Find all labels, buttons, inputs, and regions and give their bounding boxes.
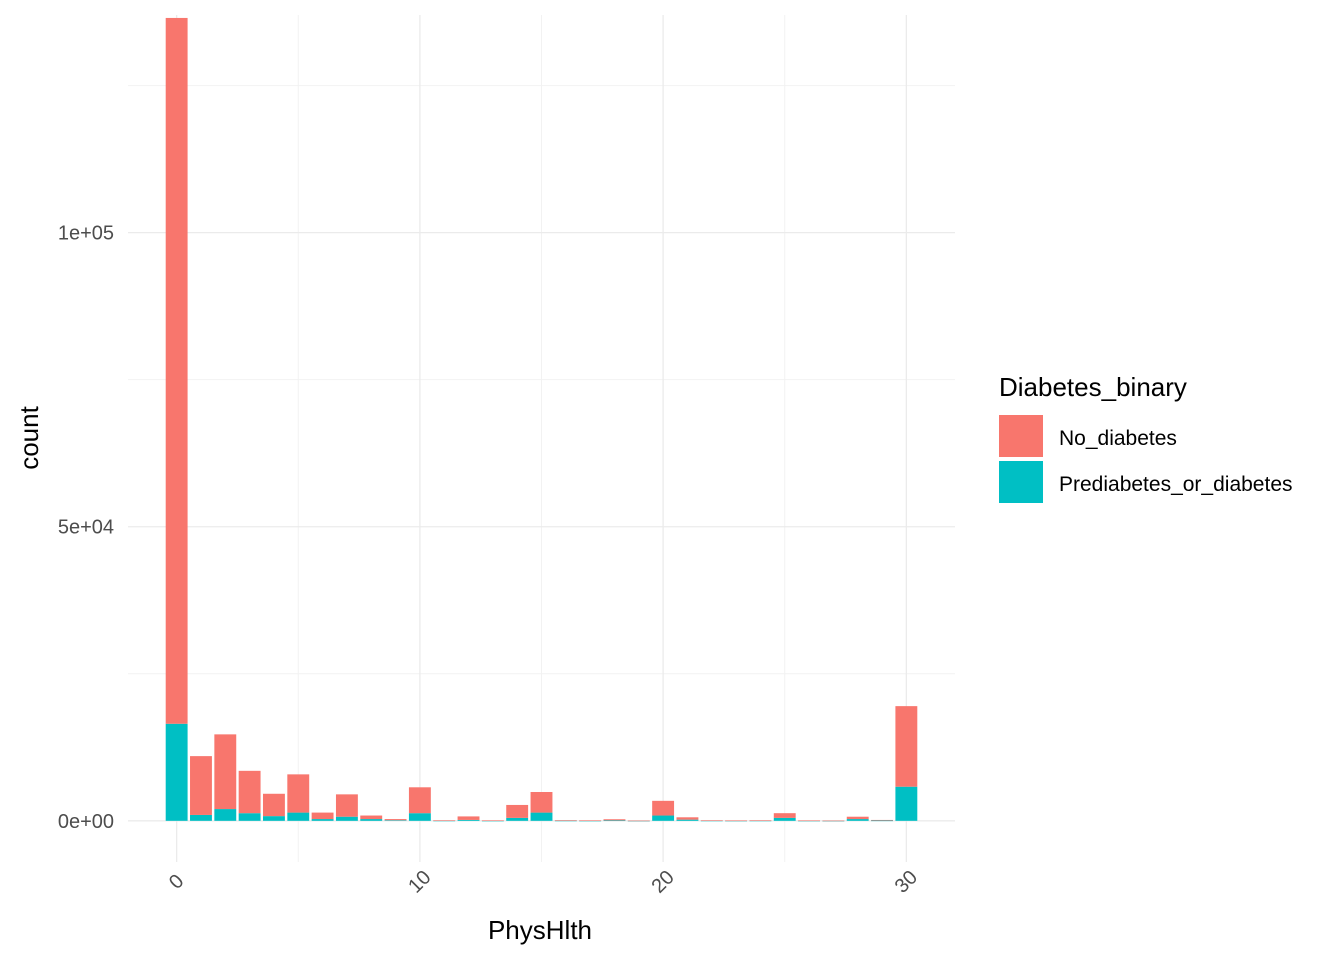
bar-prediabetes-or-diabetes-20	[652, 815, 675, 821]
y-tick-labels: 0e+00 5e+04 1e+05	[58, 223, 114, 833]
bar-prediabetes-or-diabetes-10	[408, 813, 431, 821]
bar-prediabetes-or-diabetes-3	[238, 813, 261, 821]
y-tick-label: 0e+00	[58, 811, 114, 833]
x-tick-label: 20	[647, 866, 678, 897]
bar-no-diabetes-4	[262, 793, 285, 817]
x-tick-label: 10	[404, 866, 435, 897]
legend-swatch-prediabetes-or-diabetes	[999, 461, 1043, 503]
legend-label-no-diabetes: No_diabetes	[1059, 427, 1177, 450]
bar-no-diabetes-16	[554, 820, 577, 821]
bar-prediabetes-or-diabetes-29	[871, 820, 893, 822]
bar-no-diabetes-21	[676, 817, 699, 820]
x-tick-label: 30	[891, 866, 922, 897]
bar-prediabetes-or-diabetes-21	[676, 819, 699, 821]
bar-no-diabetes-10	[408, 787, 431, 814]
legend-label-prediabetes-or-diabetes: Prediabetes_or_diabetes	[1059, 473, 1293, 496]
bar-no-diabetes-15	[530, 792, 553, 813]
y-tick-label: 5e+04	[58, 517, 114, 539]
bar-no-diabetes-24	[749, 820, 772, 821]
bar-prediabetes-or-diabetes-15	[530, 812, 553, 821]
bar-prediabetes-or-diabetes-6	[311, 819, 334, 821]
bar-prediabetes-or-diabetes-4	[262, 816, 285, 821]
bar-no-diabetes-6	[311, 812, 334, 820]
bar-prediabetes-or-diabetes-18	[603, 820, 626, 822]
bar-no-diabetes-19	[627, 820, 650, 822]
bar-no-diabetes-18	[603, 819, 626, 821]
bar-prediabetes-or-diabetes-5	[287, 812, 310, 821]
bar-no-diabetes-30	[895, 706, 918, 787]
grid-minor	[128, 15, 955, 862]
bar-prediabetes-or-diabetes-16	[554, 820, 577, 822]
bar-prediabetes-or-diabetes-14	[506, 817, 529, 821]
bar-no-diabetes-13	[481, 820, 504, 822]
bar-prediabetes-or-diabetes-25	[773, 817, 796, 821]
bar-no-diabetes-1	[190, 756, 212, 815]
bar-no-diabetes-2	[214, 734, 237, 810]
bar-no-diabetes-22	[700, 820, 723, 821]
bars	[165, 17, 918, 822]
bar-prediabetes-or-diabetes-30	[895, 786, 918, 821]
bar-no-diabetes-8	[360, 815, 383, 820]
y-axis-title: count	[14, 405, 44, 469]
bar-no-diabetes-29	[871, 819, 893, 821]
x-axis-title: PhysHlth	[488, 915, 592, 945]
bar-prediabetes-or-diabetes-28	[846, 819, 869, 821]
bar-no-diabetes-12	[457, 816, 480, 820]
bar-no-diabetes-3	[238, 770, 261, 814]
bar-no-diabetes-9	[384, 819, 407, 821]
x-tick-label: 0	[165, 870, 188, 893]
bar-prediabetes-or-diabetes-7	[335, 816, 358, 821]
bar-no-diabetes-5	[287, 774, 310, 813]
x-tick-labels: 0 10 20 30	[165, 866, 922, 897]
legend: Diabetes_binary No_diabetes Prediabetes_…	[999, 372, 1293, 503]
legend-swatch-no-diabetes	[999, 415, 1043, 457]
y-tick-label: 1e+05	[58, 223, 114, 245]
bar-prediabetes-or-diabetes-8	[360, 819, 383, 821]
bar-no-diabetes-26	[798, 820, 821, 822]
bar-no-diabetes-27	[822, 820, 845, 822]
bar-prediabetes-or-diabetes-0	[165, 723, 188, 821]
bar-no-diabetes-28	[846, 816, 869, 820]
bar-no-diabetes-11	[433, 820, 456, 821]
bar-prediabetes-or-diabetes-9	[384, 820, 407, 821]
bar-no-diabetes-23	[725, 820, 748, 822]
legend-title: Diabetes_binary	[999, 372, 1187, 402]
bar-no-diabetes-20	[652, 800, 675, 816]
bar-prediabetes-or-diabetes-1	[190, 814, 212, 821]
bar-prediabetes-or-diabetes-2	[214, 809, 237, 821]
bar-no-diabetes-14	[506, 804, 529, 818]
bar-no-diabetes-17	[579, 820, 602, 822]
bar-prediabetes-or-diabetes-12	[457, 819, 480, 821]
bar-no-diabetes-0	[165, 17, 188, 724]
bar-no-diabetes-7	[335, 794, 358, 817]
bar-no-diabetes-25	[773, 813, 796, 818]
